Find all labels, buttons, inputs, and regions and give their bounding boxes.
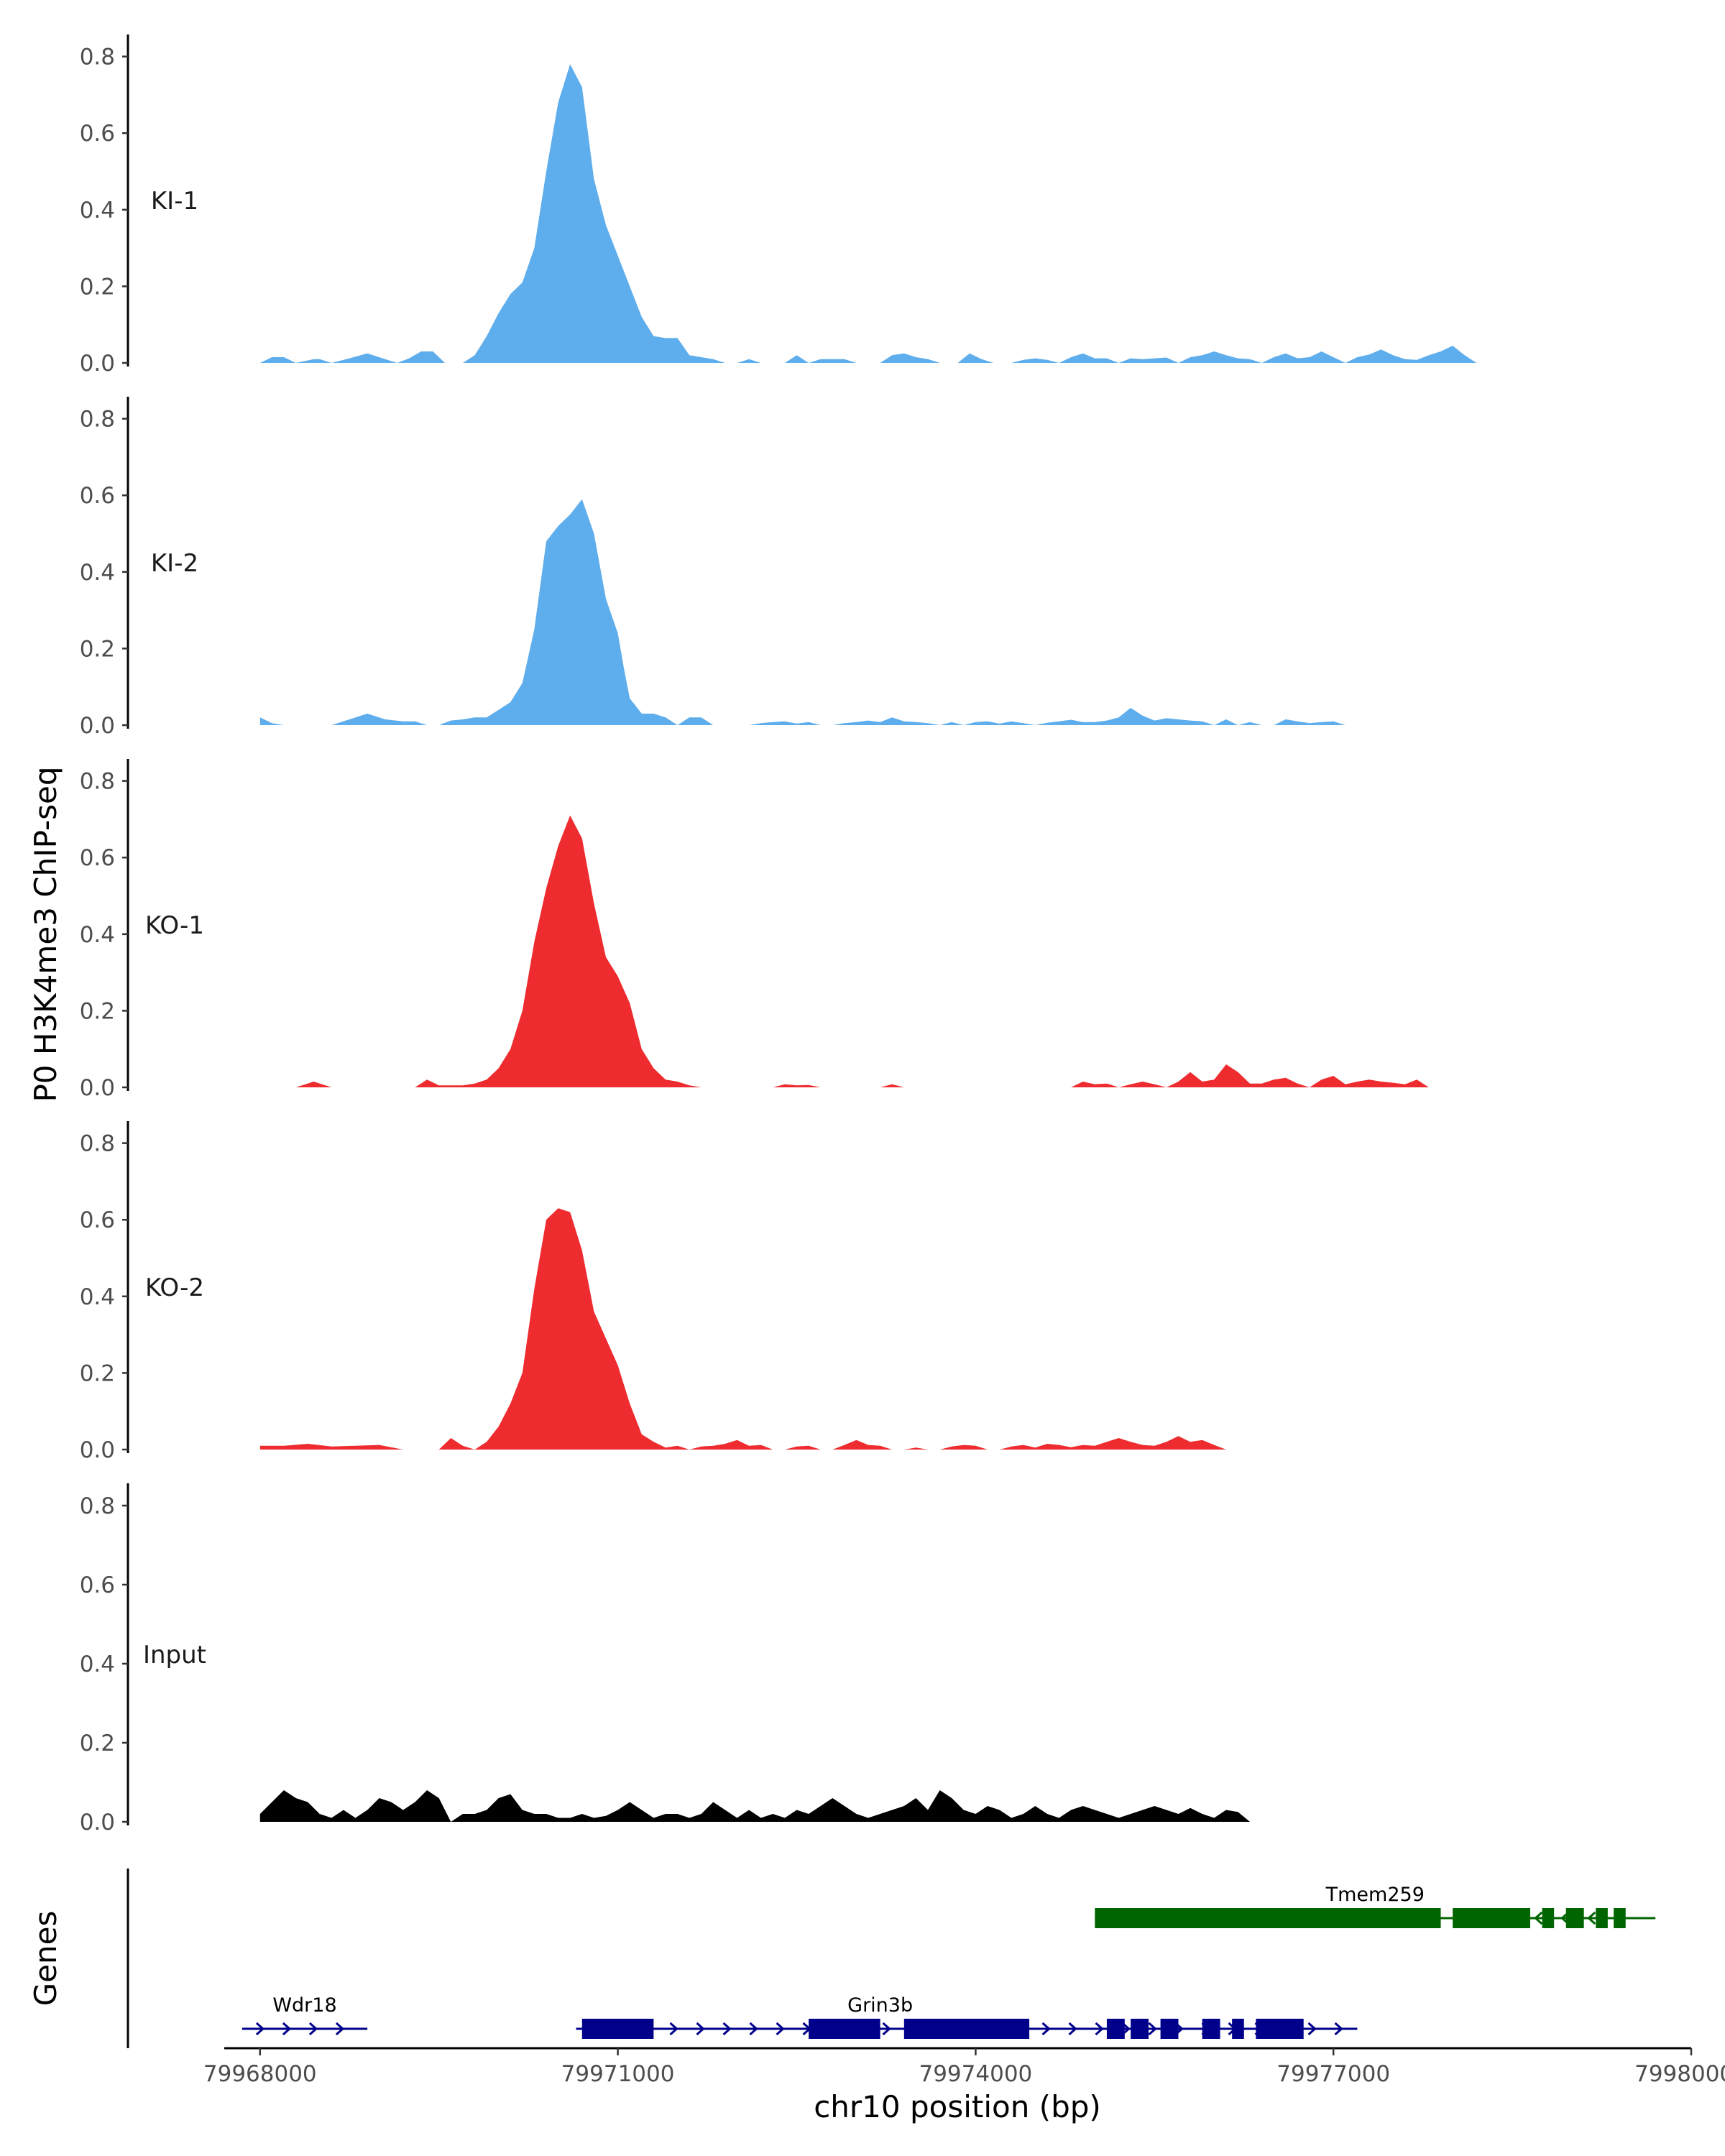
y-tick-label: 0.4 xyxy=(80,560,115,586)
strand-arrow xyxy=(1307,2022,1317,2036)
y-tick-label: 0.8 xyxy=(80,45,115,70)
gene-exon xyxy=(1565,1908,1584,1928)
track-input: 0.0 0.2 0.4 0.6 0.8 Input xyxy=(80,1483,1250,1835)
y-tick-label: 0.8 xyxy=(80,769,115,795)
y-tick-label: 0.6 xyxy=(80,483,115,509)
track-label: KO-2 xyxy=(145,1273,204,1302)
track-label: KI-1 xyxy=(151,187,198,216)
gene-grin3b: Grin3b xyxy=(576,1994,1358,2039)
genes-axis-title: Genes xyxy=(28,1911,63,2007)
y-tick-label: 0.0 xyxy=(80,1075,115,1101)
y-axis-title: P0 H3K4me3 ChIP-seq xyxy=(28,766,63,1102)
track-ki-1: 0.0 0.2 0.4 0.6 0.8 KI-1 xyxy=(80,34,1489,377)
gene-exon xyxy=(1106,2019,1125,2039)
signal-tracks: 0.00.20.40.60.8KI-10.00.20.40.60.8KI-20.… xyxy=(80,34,1489,1835)
y-tick-label: 0.2 xyxy=(80,1731,115,1756)
gene-exon xyxy=(903,2019,1030,2039)
y-tick-label: 0.4 xyxy=(80,1284,115,1310)
y-tick-label: 0.4 xyxy=(80,198,115,224)
gene-label: Tmem259 xyxy=(1325,1884,1425,1906)
signal-area-input xyxy=(259,1790,1250,1822)
strand-arrow xyxy=(696,2022,705,2036)
x-tick-label: 79980000 xyxy=(1634,2061,1725,2087)
x-tick-label: 79974000 xyxy=(919,2061,1032,2087)
gene-exon xyxy=(1256,2019,1304,2039)
track-ki-2: 0.0 0.2 0.4 0.6 0.8 KI-2 xyxy=(80,397,1346,739)
gene-exon xyxy=(1453,1908,1530,1928)
y-tick-label: 0.8 xyxy=(80,1493,115,1519)
strand-arrow xyxy=(1534,1911,1543,1925)
strand-arrow xyxy=(1095,2022,1104,2036)
gene-label: Wdr18 xyxy=(272,1994,336,2017)
y-tick-label: 0.4 xyxy=(80,922,115,948)
signal-area-ki-1 xyxy=(259,64,1489,364)
y-tick-label: 0.6 xyxy=(80,845,115,871)
strand-arrow xyxy=(776,2022,785,2036)
y-tick-label: 0.6 xyxy=(80,1207,115,1233)
y-tick-label: 0.2 xyxy=(80,636,115,662)
gene-exon xyxy=(809,2019,880,2039)
gene-exon xyxy=(1232,2019,1244,2039)
y-tick-label: 0.2 xyxy=(80,998,115,1024)
gene-tmem259: Tmem259 xyxy=(1095,1884,1656,1928)
x-axis: 79968000 79971000 79974000 79977000 79980000 xyxy=(203,2047,1725,2087)
track-ko-1: 0.0 0.2 0.4 0.6 0.8 KO-1 xyxy=(80,759,1429,1101)
y-tick-label: 0.8 xyxy=(80,407,115,433)
genes-track: Wdr18 Grin3b Tmem259 xyxy=(126,1869,1656,2048)
y-tick-label: 0.0 xyxy=(80,351,115,377)
strand-arrow xyxy=(282,2022,292,2036)
signal-area-ki-2 xyxy=(259,499,1346,725)
strand-arrow xyxy=(669,2022,678,2036)
x-axis-title: chr10 position (bp) xyxy=(814,2089,1101,2124)
x-tick-label: 79971000 xyxy=(561,2061,675,2087)
track-label: KI-2 xyxy=(151,549,198,578)
y-tick-label: 0.2 xyxy=(80,1360,115,1386)
strand-arrow xyxy=(308,2022,318,2036)
y-tick-label: 0.0 xyxy=(80,1810,115,1835)
gene-exon xyxy=(1131,2019,1149,2039)
gene-exon xyxy=(1614,1908,1626,1928)
strand-arrow xyxy=(882,2022,891,2036)
y-tick-label: 0.8 xyxy=(80,1131,115,1157)
strand-arrow xyxy=(255,2022,265,2036)
x-tick-label: 79977000 xyxy=(1276,2061,1390,2087)
gene-exon xyxy=(1542,1908,1555,1928)
strand-arrow xyxy=(1334,2022,1343,2036)
strand-arrow xyxy=(1148,2022,1157,2036)
strand-arrow xyxy=(749,2022,758,2036)
y-tick-label: 0.6 xyxy=(80,1572,115,1598)
track-label: KO-1 xyxy=(145,911,204,940)
signal-area-ko-1 xyxy=(295,815,1429,1087)
gene-exon xyxy=(1596,1908,1608,1928)
y-tick-label: 0.4 xyxy=(80,1651,115,1677)
gene-exon xyxy=(1202,2019,1220,2039)
y-tick-label: 0.0 xyxy=(80,1437,115,1463)
gene-exon xyxy=(581,2019,654,2039)
x-tick-label: 79968000 xyxy=(203,2061,317,2087)
strand-arrow xyxy=(1068,2022,1077,2036)
strand-arrow xyxy=(1587,1911,1596,1925)
gene-exon xyxy=(1095,1908,1441,1928)
track-label: Input xyxy=(143,1641,206,1669)
y-tick-label: 0.0 xyxy=(80,713,115,739)
strand-arrow xyxy=(1041,2022,1051,2036)
strand-arrow xyxy=(335,2022,345,2036)
gene-label: Grin3b xyxy=(847,1994,913,2017)
gene-wdr18: Wdr18 xyxy=(242,1994,368,2036)
y-tick-label: 0.2 xyxy=(80,274,115,300)
strand-arrow xyxy=(722,2022,732,2036)
gene-exon xyxy=(1160,2019,1179,2039)
y-tick-label: 0.6 xyxy=(80,121,115,147)
signal-area-ko-2 xyxy=(259,1208,1226,1450)
track-ko-2: 0.0 0.2 0.4 0.6 0.8 KO-2 xyxy=(80,1121,1226,1463)
